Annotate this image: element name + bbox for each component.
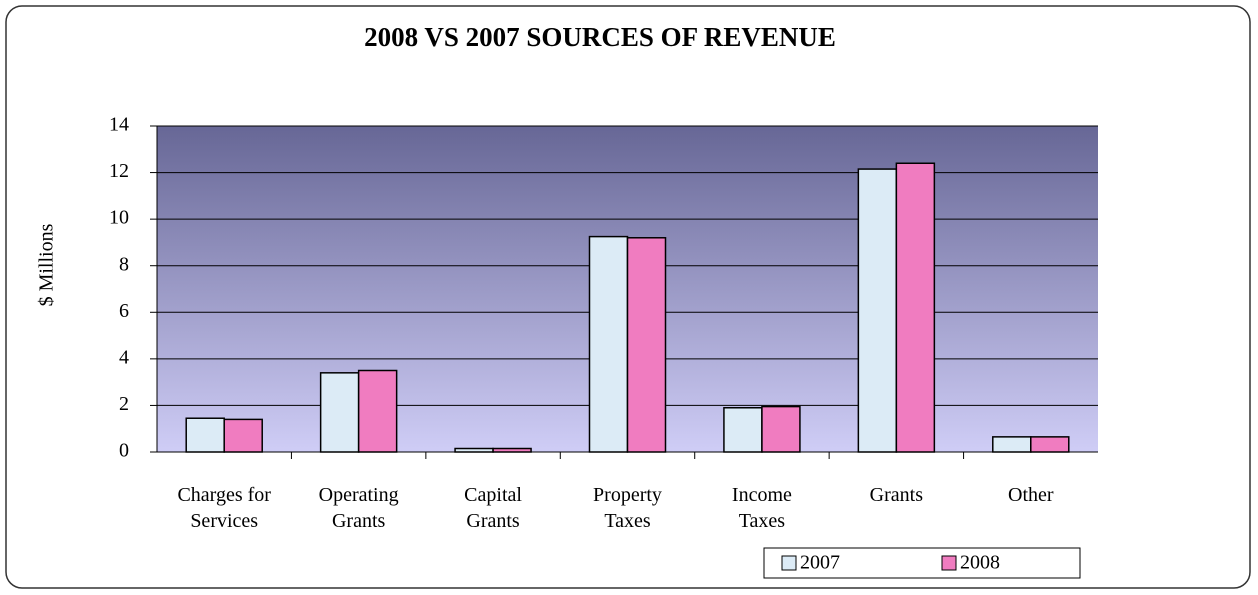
bar [1030,436,1070,453]
y-tick-label: 4 [119,346,129,368]
legend-label: 2007 [800,552,840,574]
y-tick-label: 10 [109,207,129,229]
bar [895,162,936,453]
bar [492,447,532,453]
y-tick-label: 14 [109,114,129,136]
x-tick-label: Other [1008,484,1054,506]
y-tick-label: 8 [119,253,129,275]
x-tick-label: Charges for Services [177,484,271,532]
bar [992,436,1032,453]
bar [357,369,398,453]
x-tick-label: Income Taxes [731,484,792,532]
bar [723,407,763,453]
bar [185,417,225,453]
y-tick-label: 12 [109,160,129,182]
x-tick-label: Capital Grants [464,484,522,532]
bar [319,372,360,453]
x-tick-label: Grants [869,484,923,506]
bar [626,237,667,453]
legend [763,547,1081,579]
legend-swatch [941,555,957,571]
legend-label: 2008 [960,552,1000,574]
y-tick-label: 2 [119,393,129,415]
legend-swatch [781,555,797,571]
x-tick-label: Operating Grants [318,484,399,532]
y-axis-label: $ Millions [36,223,58,306]
y-tick-label: 0 [119,440,129,462]
bar [588,235,629,453]
bar [857,168,898,453]
x-tick-label: Property Taxes [593,484,662,532]
bar [761,405,801,453]
bar [223,418,263,453]
bar [454,447,494,453]
chart-title: 2008 VS 2007 SOURCES OF REVENUE [364,22,836,52]
y-tick-label: 6 [119,300,129,322]
